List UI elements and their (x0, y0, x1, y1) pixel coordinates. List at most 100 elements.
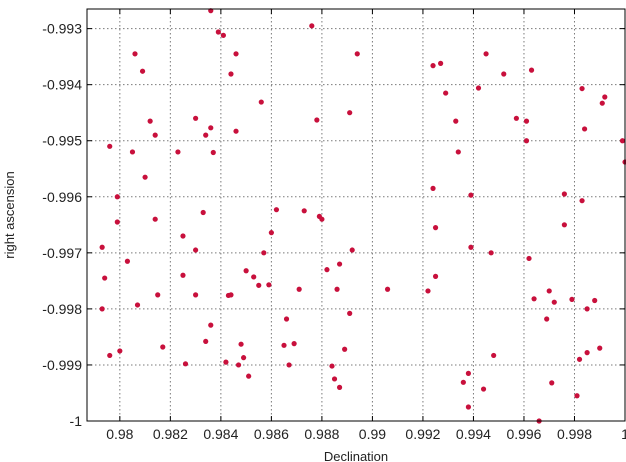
x-tick-label: 0.988 (304, 426, 339, 442)
data-point (193, 115, 199, 121)
data-point (314, 117, 320, 123)
data-point (483, 51, 489, 57)
x-tick-label: 0.99 (359, 426, 386, 442)
data-point (523, 138, 530, 144)
data-point (114, 194, 120, 200)
data-point (281, 342, 287, 348)
data-point (349, 247, 355, 253)
data-point (283, 316, 290, 322)
data-point (491, 352, 497, 359)
x-tick-labels: 0.98 0.982 0.984 0.986 0.988 0.99 0.992 0.994 0.… (106, 426, 626, 442)
data-point (296, 286, 302, 292)
data-point (256, 282, 262, 288)
data-point (160, 344, 166, 350)
data-point (139, 68, 146, 74)
y-tick-label: -0.999 (42, 357, 82, 373)
data-point (430, 63, 436, 69)
data-point (99, 306, 105, 312)
data-point (142, 174, 148, 180)
data-point (513, 115, 519, 121)
data-point (238, 341, 244, 347)
data-point (155, 292, 161, 298)
data-point (354, 51, 360, 57)
plot-area (86, 8, 626, 422)
data-point (347, 310, 353, 316)
plot-frame (86, 8, 626, 422)
data-point (599, 100, 605, 106)
x-axis-label: Declination (324, 449, 388, 462)
x-tick-label: 0.98 (106, 426, 133, 442)
data-point (193, 247, 199, 253)
data-point (124, 258, 131, 264)
data-point (102, 275, 108, 281)
data-point (336, 384, 343, 390)
data-point (619, 138, 626, 144)
data-point (544, 316, 550, 322)
y-tick-label: -1 (70, 413, 83, 429)
data-point (574, 393, 580, 399)
data-point (251, 274, 257, 280)
data-point (203, 338, 209, 345)
data-point (488, 250, 494, 256)
y-tick-label: -0.996 (42, 189, 82, 205)
data-point (526, 255, 532, 262)
data-point (223, 359, 229, 365)
x-tick-label: 0.982 (153, 426, 188, 442)
data-point (551, 299, 557, 305)
x-tick-label: 0.996 (506, 426, 541, 442)
data-point (432, 273, 439, 279)
data-point (273, 207, 280, 213)
data-point (233, 51, 239, 57)
data-point (129, 149, 136, 155)
data-points (99, 8, 626, 424)
data-point (228, 292, 234, 298)
data-point (329, 363, 335, 369)
x-tick-label: 1 (621, 426, 626, 442)
data-point (432, 225, 439, 231)
data-point (384, 286, 391, 292)
grid-lines (87, 9, 625, 421)
data-point (233, 128, 239, 134)
data-point (569, 296, 575, 302)
data-point (134, 302, 141, 308)
data-point (243, 268, 249, 274)
data-point (301, 208, 307, 214)
data-point (180, 233, 186, 239)
data-point (581, 126, 588, 132)
data-point (152, 216, 158, 222)
data-point (546, 288, 552, 294)
data-point (261, 250, 267, 256)
data-point (200, 209, 206, 216)
x-tick-label: 0.994 (456, 426, 491, 442)
data-point (342, 346, 348, 352)
data-point (455, 149, 461, 155)
data-point (579, 85, 585, 92)
data-point (182, 361, 189, 367)
data-point (528, 67, 535, 73)
y-tick-label: -0.995 (42, 133, 82, 149)
y-tick-label: -0.997 (42, 245, 82, 261)
data-point (561, 222, 567, 228)
data-point (175, 149, 181, 155)
data-point (193, 292, 199, 298)
data-point (453, 118, 459, 124)
y-tick-label: -0.993 (42, 21, 82, 37)
data-point (465, 370, 471, 376)
y-tick-label: -0.994 (42, 77, 82, 93)
data-point (258, 99, 264, 105)
data-point (501, 71, 507, 77)
data-point (208, 322, 214, 328)
data-point (584, 306, 590, 312)
data-point (241, 355, 247, 361)
data-point (480, 386, 487, 392)
y-tick-label: -0.998 (42, 301, 82, 317)
data-point (602, 94, 608, 100)
x-tick-label: 0.992 (405, 426, 440, 442)
x-tick-label: 0.986 (254, 426, 289, 442)
data-point (465, 404, 471, 410)
x-tick-label: 0.984 (203, 426, 238, 442)
data-point (99, 244, 105, 250)
data-point (523, 118, 530, 124)
data-point (584, 350, 590, 356)
